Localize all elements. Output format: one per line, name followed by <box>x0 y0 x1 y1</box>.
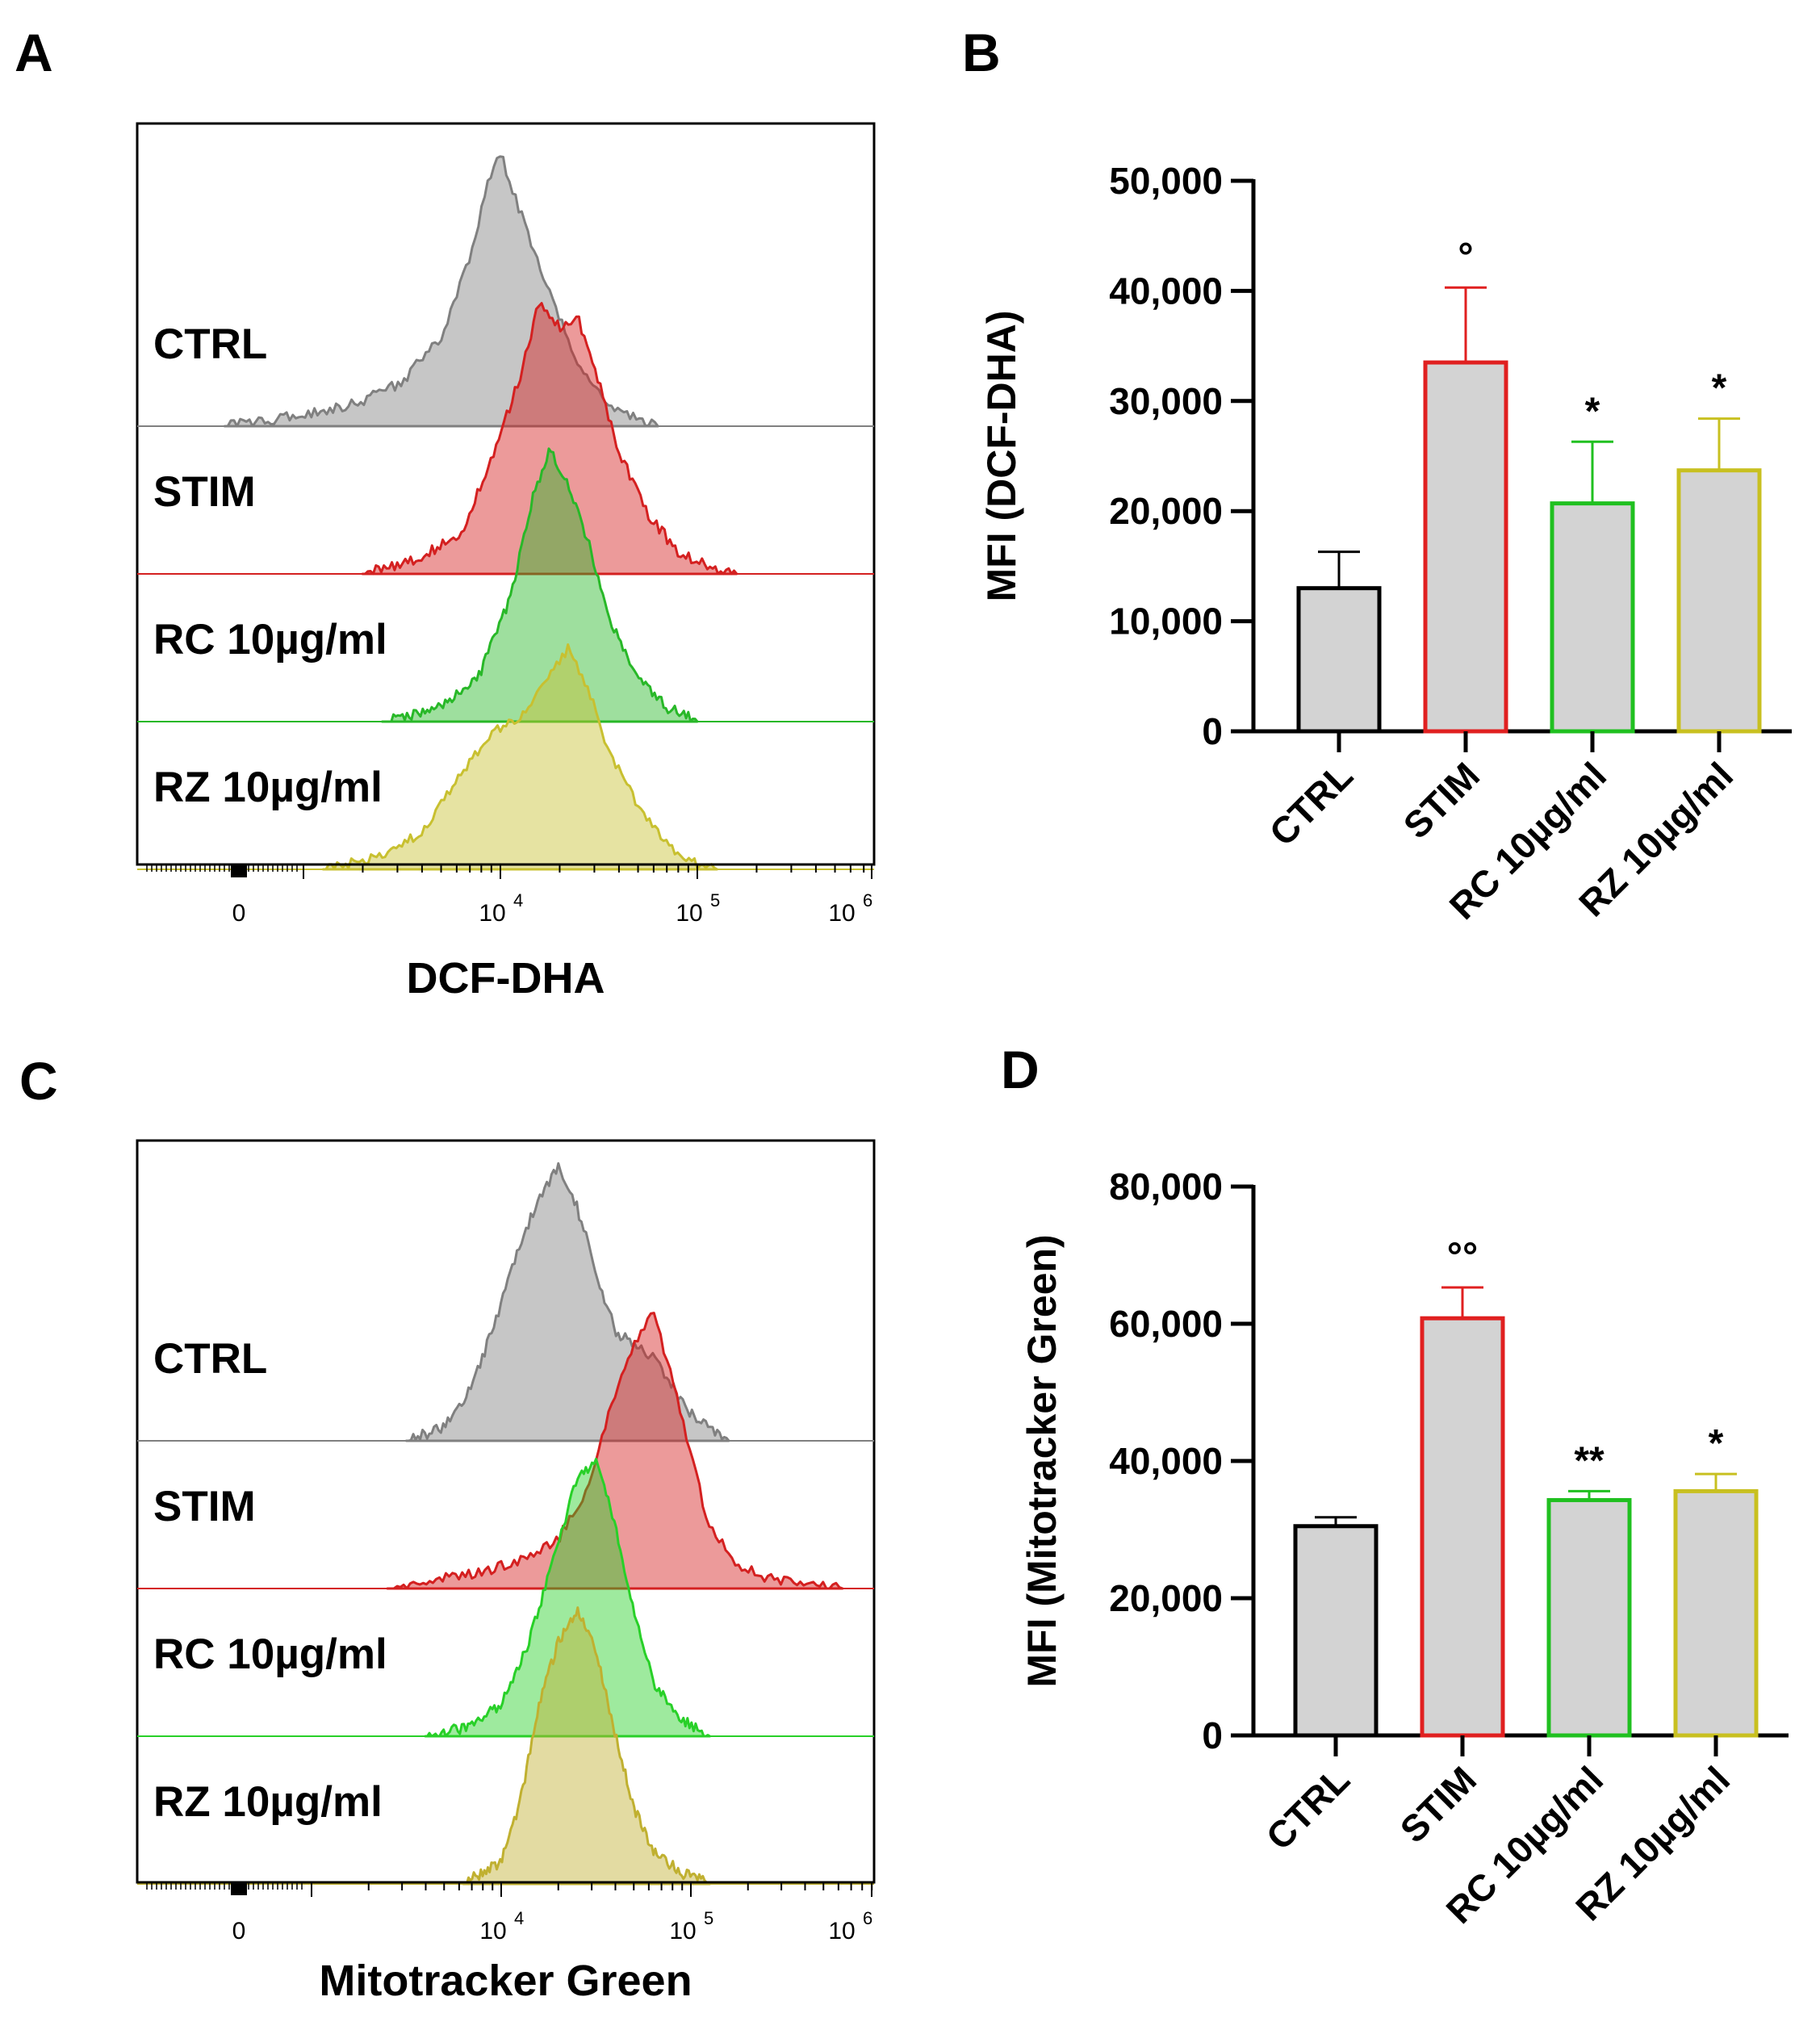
y-tick-label: 0 <box>1202 1714 1223 1756</box>
bar-1 <box>1420 1316 1505 1738</box>
significance-marker-3: * <box>1709 1422 1724 1465</box>
x-tick-label-zero: 0 <box>232 900 246 927</box>
significance-marker-1: °° <box>1447 1236 1478 1279</box>
panel-letter-c: C <box>19 1051 58 1111</box>
x-tick-label-base: 10 <box>479 1918 506 1944</box>
bar-0 <box>1296 586 1382 734</box>
y-tick-label: 40,000 <box>1109 1440 1223 1482</box>
series-label-2: RC 10µg/ml <box>153 616 387 663</box>
significance-marker-2: ** <box>1574 1439 1605 1482</box>
x-category-label-1: STIM <box>1395 754 1487 846</box>
zero-marker <box>231 1882 247 1895</box>
histogram-series-1 <box>386 1312 844 1590</box>
series-label-3: RZ 10µg/ml <box>153 764 383 811</box>
y-tick-label: 20,000 <box>1109 490 1223 532</box>
x-tick-label-base: 10 <box>828 1918 855 1944</box>
y-tick-label: 0 <box>1202 710 1223 752</box>
significance-marker-1: ° <box>1458 236 1473 278</box>
x-category-label-0: CTRL <box>1258 1758 1358 1857</box>
y-axis-label: MFI (Mitotracker Green) <box>1019 1234 1065 1687</box>
x-tick-label-exp: 6 <box>863 1908 872 1928</box>
panel-letter-d: D <box>1001 1040 1040 1099</box>
histogram-series-0 <box>405 1162 730 1442</box>
histogram-series-2 <box>424 1457 711 1738</box>
histogram-series-3 <box>462 1606 711 1886</box>
bar-chart-panel-b: 0 10,000 20,000 30,000 40,000 50,000 MFI (DCF-… <box>979 160 1792 927</box>
x-tick-label-exp: 6 <box>863 890 872 910</box>
bar-2 <box>1550 501 1635 734</box>
y-tick-label: 20,000 <box>1109 1577 1223 1619</box>
x-tick-label-exp: 5 <box>710 890 720 910</box>
x-category-label-0: CTRL <box>1261 754 1361 853</box>
significance-marker-2: * <box>1585 390 1600 433</box>
y-tick-label: 60,000 <box>1109 1303 1223 1345</box>
bar-1 <box>1423 360 1508 734</box>
x-axis-label: DCF-DHA <box>407 954 605 1003</box>
bar-2 <box>1546 1497 1632 1738</box>
y-tick-label: 30,000 <box>1109 380 1223 422</box>
y-tick-label: 40,000 <box>1109 270 1223 312</box>
histogram-series-3 <box>321 643 718 871</box>
x-tick-label-exp: 5 <box>704 1908 713 1928</box>
x-tick-label-zero: 0 <box>232 1918 246 1944</box>
series-label-1: STIM <box>153 468 256 516</box>
series-label-0: CTRL <box>153 1335 267 1383</box>
x-tick-label-exp: 4 <box>513 890 523 910</box>
zero-marker <box>231 864 247 877</box>
significance-marker-3: * <box>1712 367 1727 410</box>
histogram-series-2 <box>381 447 699 723</box>
histogram-series-0 <box>223 155 659 428</box>
y-axis-label: MFI (DCF-DHA) <box>979 310 1024 601</box>
y-tick-label: 80,000 <box>1109 1166 1223 1208</box>
histogram-panel-c: CTRL STIM RC 10µg/ml RZ 10µg/ml 0 10 4 10 5 10 6 Mi… <box>136 1139 876 2005</box>
x-tick-label-base: 10 <box>669 1918 696 1944</box>
x-category-label-1: STIM <box>1392 1758 1484 1850</box>
series-label-3: RZ 10µg/ml <box>153 1778 383 1826</box>
bar-chart-panel-d: 0 20,000 40,000 60,000 80,000 MFI (Mitotracke… <box>1019 1166 1789 1932</box>
bar-0 <box>1293 1524 1379 1738</box>
x-axis-label: Mitotracker Green <box>319 1957 692 2005</box>
x-tick-label-exp: 4 <box>514 1908 524 1928</box>
series-label-1: STIM <box>153 1483 256 1530</box>
x-tick-label-base: 10 <box>479 900 505 927</box>
series-label-0: CTRL <box>153 320 267 368</box>
series-label-2: RC 10µg/ml <box>153 1630 387 1678</box>
y-tick-label: 50,000 <box>1109 160 1223 202</box>
panel-letter-b: B <box>962 23 1001 82</box>
x-tick-label-base: 10 <box>828 900 855 927</box>
panel-letter-a: A <box>15 23 53 82</box>
bar-3 <box>1673 1488 1759 1738</box>
y-tick-label: 10,000 <box>1109 601 1223 643</box>
histogram-panel-a: CTRL STIM RC 10µg/ml RZ 10µg/ml 0 10 4 10 5 10 6 DC… <box>136 122 876 1003</box>
histogram-series-1 <box>361 302 738 576</box>
bar-3 <box>1676 468 1762 734</box>
x-tick-label-base: 10 <box>676 900 702 927</box>
